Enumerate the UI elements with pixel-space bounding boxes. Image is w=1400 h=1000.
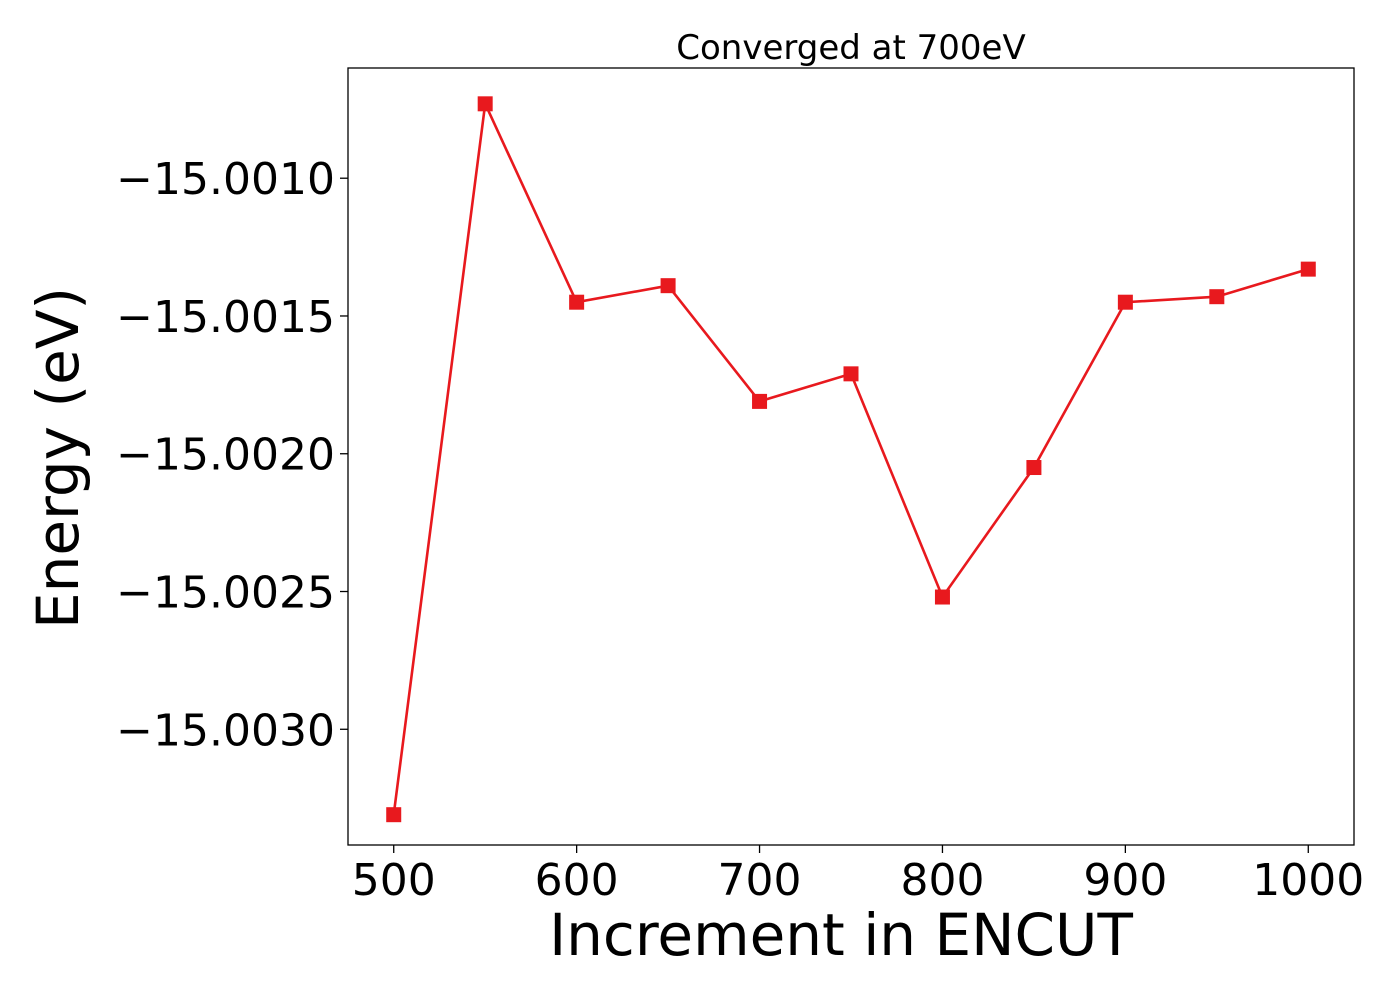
x-tick-label: 500 — [352, 855, 436, 906]
y-tick-label: −15.0020 — [116, 430, 335, 481]
x-axis-title: Increment in ENCUT — [549, 901, 1133, 969]
data-point — [1026, 460, 1042, 476]
y-tick-label: −15.0030 — [116, 705, 335, 756]
data-point — [1300, 261, 1316, 277]
plot-frame — [347, 67, 1355, 846]
y-tick-label: −15.0010 — [116, 154, 335, 205]
data-point — [1117, 294, 1133, 310]
data-point — [386, 807, 402, 823]
data-point — [660, 278, 676, 294]
y-tick-label: −15.0025 — [116, 568, 335, 619]
series-line — [392, 99, 1309, 815]
x-tick-label: 800 — [900, 855, 984, 906]
x-tick-label: 900 — [1083, 855, 1167, 906]
x-axis-ticks: 500 600 700 800 900 1000 — [352, 845, 1364, 906]
series-layer — [386, 96, 1316, 823]
data-point — [569, 294, 585, 310]
chart-title: Converged at 700eV — [676, 28, 1025, 68]
x-tick-label: 600 — [535, 855, 619, 906]
data-point — [752, 393, 768, 409]
y-axis-ticks: −15.0010 −15.0015 −15.0020 −15.0025 −15.0030 — [116, 154, 348, 756]
y-tick-label: −15.0015 — [116, 292, 335, 343]
y-axis-title: Energy (eV) — [24, 287, 92, 629]
data-point — [477, 96, 493, 112]
x-tick-label: 700 — [718, 855, 802, 906]
data-point — [1209, 289, 1225, 305]
data-point — [843, 366, 859, 382]
x-tick-label: 1000 — [1252, 855, 1364, 906]
data-point — [934, 589, 950, 605]
